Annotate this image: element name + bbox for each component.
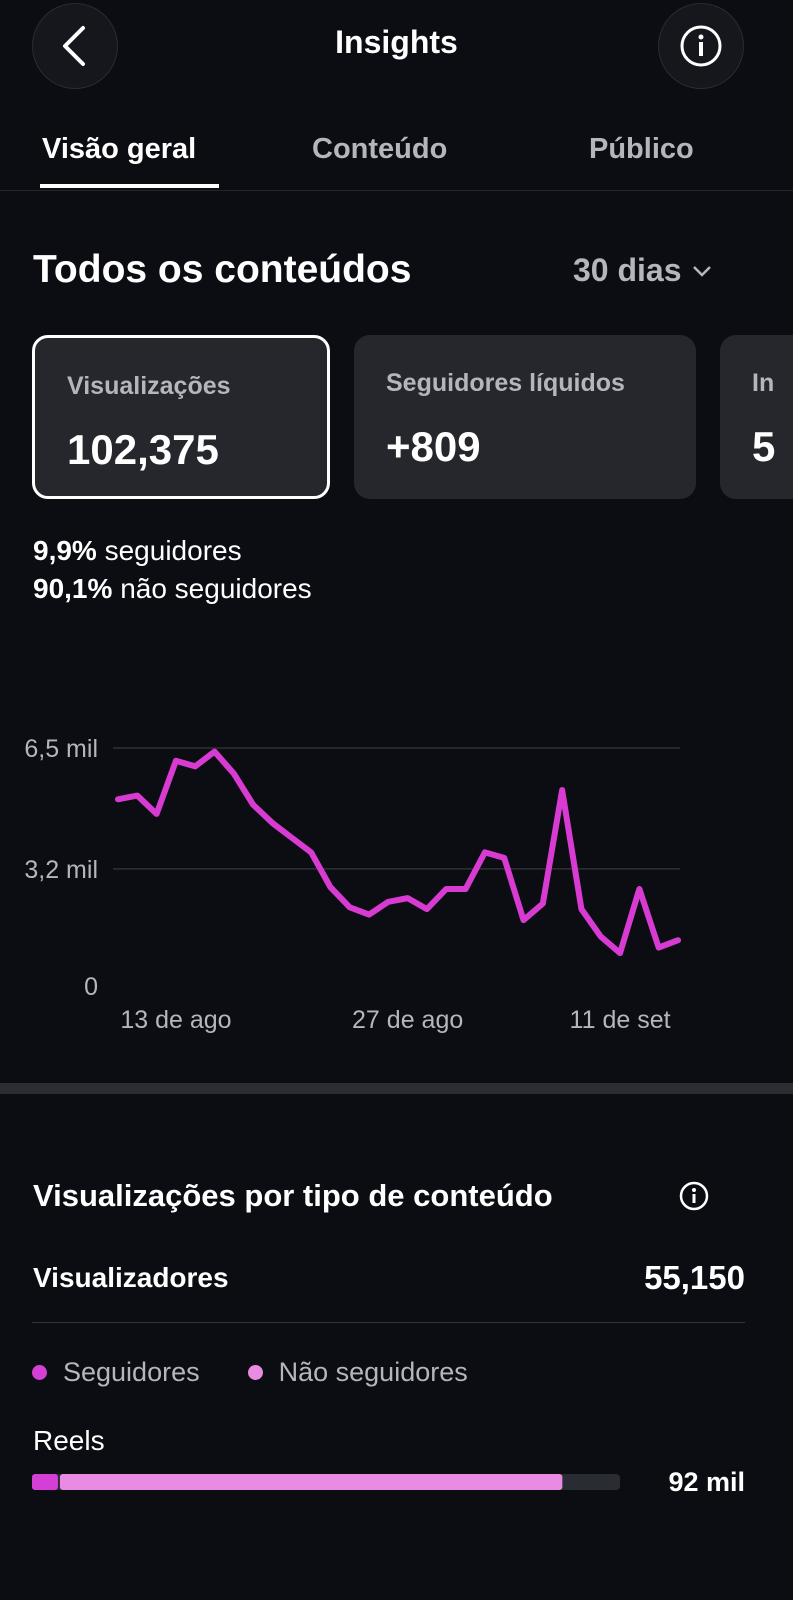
card-value: +809 — [386, 423, 481, 470]
breakdown-text: seguidores — [104, 535, 242, 566]
bar-segment — [32, 1474, 58, 1490]
metric-card[interactable]: Visualizações 102,375 — [32, 335, 330, 499]
stacked-bar — [32, 1474, 620, 1490]
info-icon[interactable] — [678, 1180, 710, 1212]
bar-segment — [59, 1474, 563, 1490]
row-label: Reels — [33, 1425, 105, 1456]
legend-item: Seguidores — [32, 1357, 200, 1388]
metric-card[interactable]: In 5 — [720, 335, 793, 499]
y-tick-label: 6,5 mil — [24, 735, 98, 763]
card-label: In — [752, 369, 775, 397]
card-value: 102,375 — [67, 426, 219, 473]
tab[interactable]: Público — [589, 133, 694, 165]
content-title: Visualizações por tipo de conteúdo — [33, 1178, 553, 1213]
breakdown-value: 90,1% — [33, 573, 113, 604]
divider — [0, 190, 793, 191]
divider — [32, 1322, 745, 1323]
period-label: 30 dias — [573, 252, 682, 288]
metric-card[interactable]: Seguidores líquidos +809 — [354, 335, 696, 499]
x-tick-label: 11 de set — [570, 1006, 671, 1034]
card-label: Visualizações — [67, 372, 231, 400]
breakdown-value: 9,9% — [33, 535, 97, 566]
line-chart: 0 3,2 mil 6,5 mil 13 de ago 27 de ago 11 de s… — [24, 735, 681, 1034]
row-value: 92 mil — [668, 1467, 745, 1497]
chevron-icon — [692, 265, 711, 277]
section-separator — [0, 1083, 793, 1094]
card-value: 5 — [752, 423, 776, 470]
viewers-value: 55,150 — [644, 1259, 745, 1296]
legend-dot — [32, 1365, 47, 1380]
legend-dot — [247, 1365, 263, 1380]
period-selector[interactable]: 30 dias — [573, 252, 712, 289]
data-line — [115, 748, 681, 957]
header-title: Insights — [335, 24, 458, 60]
info-button[interactable] — [658, 3, 744, 89]
breakdown-line: 9,9% seguidores — [33, 535, 242, 567]
x-tick-label: 27 de ago — [352, 1006, 463, 1034]
info-icon — [680, 25, 722, 67]
y-tick-label: 0 — [84, 973, 98, 1001]
back-button[interactable] — [32, 3, 118, 89]
breakdown-line: 90,1% não seguidores — [33, 573, 312, 605]
viewers-label: Visualizadores — [33, 1262, 229, 1293]
legend: Seguidores Não seguidores — [32, 1357, 468, 1388]
section-title: Todos os conteúdos — [33, 248, 412, 291]
legend-label: Seguidores — [63, 1357, 200, 1387]
legend-label: Não seguidores — [278, 1357, 468, 1387]
x-tick-label: 13 de ago — [120, 1006, 231, 1034]
breakdown-text: não seguidores — [120, 573, 312, 604]
back-icon — [63, 26, 85, 66]
card-label: Seguidores líquidos — [386, 369, 625, 397]
tab-indicator — [40, 184, 219, 188]
tab[interactable]: Conteúdo — [312, 133, 448, 165]
tab[interactable]: Visão geral — [42, 133, 197, 165]
y-tick-label: 3,2 mil — [24, 856, 98, 884]
legend-item: Não seguidores — [247, 1357, 468, 1388]
